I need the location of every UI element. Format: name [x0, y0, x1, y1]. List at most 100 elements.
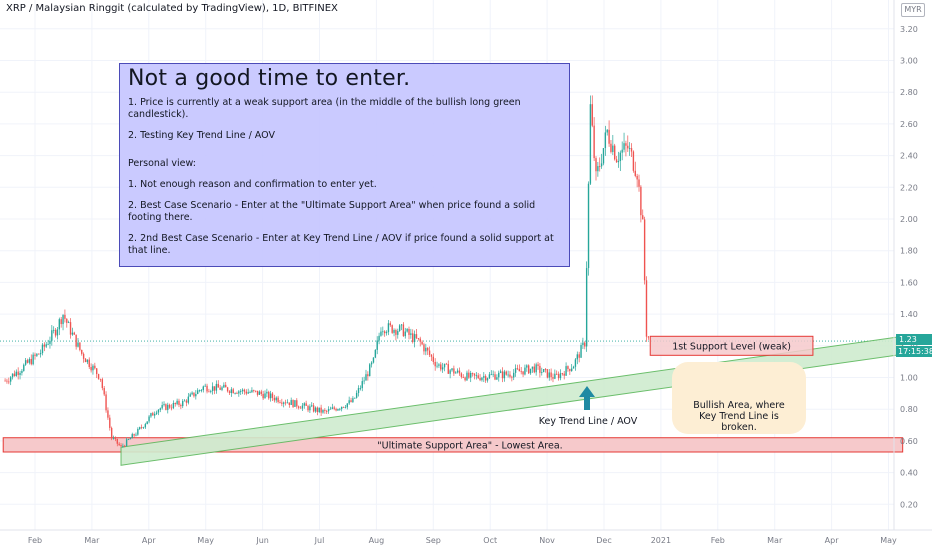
candle	[245, 391, 248, 394]
time-axis[interactable]: Feb Mar Apr May Jun Jul Aug Sep Oct Nov Dec 2021 Feb…	[28, 536, 897, 545]
candle	[139, 427, 141, 430]
candle	[630, 148, 633, 152]
candle	[602, 148, 605, 164]
candle	[8, 381, 10, 383]
candle	[275, 397, 277, 401]
candle	[45, 344, 47, 347]
candle	[322, 410, 324, 413]
candle	[445, 363, 448, 365]
candle	[17, 371, 19, 375]
price-tick-label: 0.60	[900, 437, 918, 446]
time-tick-label: Nov	[539, 536, 555, 545]
candle	[105, 394, 107, 411]
candle	[13, 373, 16, 377]
support-1-zone	[649, 335, 814, 356]
candle	[114, 438, 117, 439]
candle	[251, 390, 253, 393]
candle	[204, 385, 206, 387]
candle	[397, 331, 399, 335]
candle	[357, 388, 360, 393]
candle	[309, 406, 311, 411]
candle	[440, 364, 442, 370]
price-axis[interactable]: 0.200.400.600.801.001.201.401.601.802.00…	[900, 25, 918, 510]
time-tick-label: May	[197, 536, 214, 545]
candle	[200, 390, 203, 391]
candle	[94, 365, 96, 369]
candle	[47, 343, 49, 345]
price-tick-label: 1.00	[900, 374, 918, 383]
candle	[400, 324, 403, 326]
candle	[206, 385, 208, 392]
candle	[271, 393, 274, 398]
candle	[408, 328, 410, 335]
bullish-area-label: broken.	[721, 422, 757, 433]
candle	[82, 353, 85, 359]
candle	[53, 329, 55, 331]
candle	[69, 322, 72, 335]
candle	[488, 374, 491, 379]
price-tick-label: 3.00	[900, 57, 918, 66]
candle	[466, 372, 468, 381]
candle	[167, 404, 169, 410]
candle	[191, 392, 193, 395]
candle	[269, 393, 272, 399]
candle	[597, 166, 599, 172]
candle	[627, 145, 629, 149]
candle	[628, 148, 631, 149]
key-trend-label: Key Trend Line / AOV	[539, 416, 638, 427]
candle	[638, 179, 640, 187]
candle	[32, 354, 34, 365]
candle	[529, 368, 532, 374]
candle	[112, 438, 115, 439]
candle	[92, 365, 94, 371]
candle	[150, 413, 152, 417]
candle	[580, 345, 582, 358]
candle	[477, 375, 479, 379]
candle	[636, 175, 638, 180]
candle	[36, 353, 38, 356]
note-line: 2. Best Case Scenario - Enter at the "Ul…	[128, 200, 536, 223]
candle	[421, 341, 423, 345]
candle	[632, 151, 635, 171]
candles	[4, 95, 650, 448]
candle	[464, 377, 466, 381]
candle	[4, 380, 6, 382]
candle	[303, 403, 305, 406]
candle	[86, 359, 89, 363]
candle	[481, 377, 483, 381]
candle	[157, 409, 160, 413]
candle	[277, 397, 279, 403]
currency-badge[interactable]: MYR	[901, 3, 925, 17]
candle	[183, 400, 186, 402]
candle	[58, 319, 61, 330]
candle	[385, 332, 388, 334]
candle	[610, 143, 612, 152]
candle	[546, 369, 549, 378]
candle	[599, 166, 601, 167]
candle	[6, 380, 8, 382]
time-tick-label: Mar	[84, 536, 100, 545]
candle	[64, 314, 66, 319]
candle	[273, 397, 276, 401]
candle	[226, 387, 229, 392]
candle	[15, 371, 17, 377]
candle	[294, 400, 296, 407]
candle	[387, 323, 390, 333]
candle	[234, 393, 236, 394]
candle	[146, 421, 148, 425]
candle	[494, 374, 496, 380]
candle	[101, 379, 104, 389]
candle	[281, 402, 283, 404]
candle	[441, 367, 444, 370]
candle	[174, 402, 176, 405]
candle	[554, 373, 556, 379]
candle	[361, 381, 363, 389]
candle	[286, 402, 289, 404]
candle	[232, 389, 234, 394]
candle	[492, 374, 494, 376]
candle	[335, 408, 337, 411]
candle	[486, 378, 489, 381]
candle	[131, 434, 133, 439]
candle	[140, 427, 143, 428]
candle	[333, 407, 335, 409]
